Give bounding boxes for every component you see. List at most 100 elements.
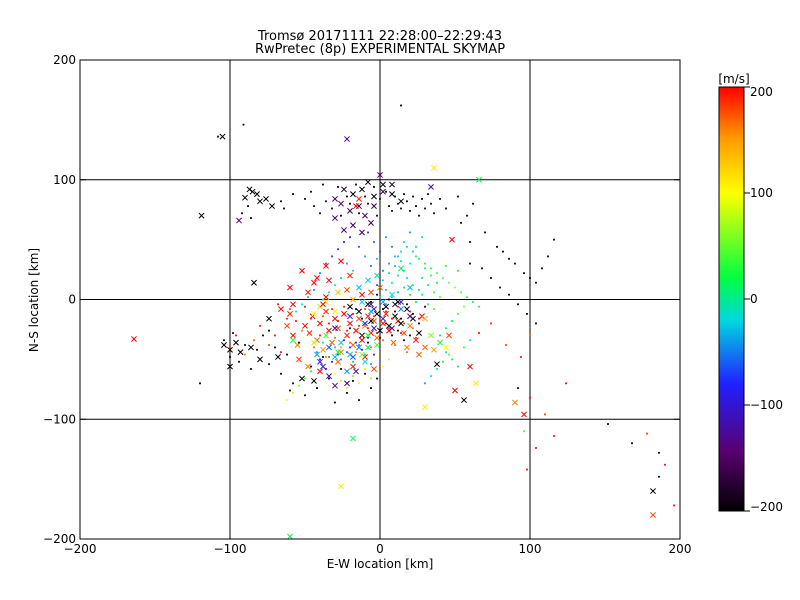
data-point-cross — [332, 315, 338, 322]
data-point-dot — [292, 382, 294, 385]
data-point-dot — [490, 277, 492, 279]
data-point-cross — [365, 344, 371, 351]
data-point-cross — [353, 368, 359, 375]
data-point-cross — [371, 203, 377, 210]
colorbar-tick-label: 100 — [750, 186, 773, 200]
data-point-cross — [332, 308, 338, 315]
data-point-dot — [337, 320, 339, 322]
data-point-dot — [358, 399, 360, 401]
data-point-dot — [331, 308, 333, 310]
data-point-cross — [299, 375, 305, 382]
data-point-cross — [326, 373, 332, 380]
data-point-cross — [398, 306, 404, 313]
data-point-cross — [305, 289, 311, 296]
data-point-dot — [331, 255, 333, 258]
data-point-dot — [286, 399, 288, 401]
colorbar-label: [m/s] — [718, 72, 749, 86]
data-point-dot — [322, 356, 324, 358]
data-point-dot — [412, 195, 414, 198]
data-point-dot — [376, 370, 378, 373]
data-point-dot — [394, 344, 396, 346]
data-point-cross — [362, 322, 368, 329]
data-point-cross — [422, 315, 428, 322]
data-point-dot — [316, 387, 318, 390]
data-point-dot — [502, 250, 504, 253]
data-point-dot — [457, 312, 459, 315]
data-point-dot — [322, 315, 324, 318]
data-point-cross — [422, 404, 428, 411]
data-point-dot — [370, 363, 372, 366]
data-point-dot — [379, 336, 381, 339]
data-point-dot — [673, 504, 675, 507]
data-point-dot — [376, 377, 378, 380]
data-point-dot — [463, 346, 465, 349]
data-point-cross — [335, 358, 341, 365]
data-point-dot — [343, 241, 345, 243]
data-point-dot — [358, 382, 360, 385]
data-point-dot — [307, 296, 309, 299]
data-point-dot — [388, 327, 390, 330]
data-point-dot — [391, 317, 393, 320]
data-point-dot — [280, 372, 282, 375]
y-tick-label: 0 — [68, 293, 76, 307]
data-point-dot — [376, 293, 378, 296]
data-point-dot — [457, 365, 459, 368]
data-point-cross — [407, 313, 413, 320]
data-point-cross — [389, 325, 395, 332]
data-point-cross — [269, 203, 275, 210]
data-point-cross — [353, 203, 359, 210]
data-point-dot — [424, 267, 426, 270]
data-point-dot — [238, 360, 240, 363]
data-point-cross — [374, 272, 380, 279]
data-point-dot — [313, 205, 315, 207]
data-point-dot — [283, 207, 285, 210]
data-point-dot — [301, 303, 303, 306]
data-point-dot — [418, 289, 420, 291]
data-point-cross — [266, 315, 272, 322]
data-point-dot — [325, 356, 327, 358]
data-point-dot — [343, 339, 345, 342]
data-point-dot — [250, 217, 252, 219]
data-point-cross — [353, 327, 359, 334]
data-point-cross — [237, 349, 244, 356]
colorbar-ticks: 200 100 0 −100 −200 — [744, 85, 783, 514]
data-point-dot — [328, 356, 330, 358]
data-point-dot — [469, 241, 471, 243]
data-point-dot — [439, 334, 441, 337]
data-point-cross — [413, 337, 419, 344]
data-point-dot — [406, 351, 408, 354]
data-point-dot — [409, 334, 411, 337]
data-point-cross — [233, 339, 239, 346]
data-point-cross — [404, 306, 410, 313]
data-point-dot — [478, 305, 480, 308]
data-point-dot — [463, 305, 465, 308]
data-point-dot — [484, 231, 486, 234]
data-point-dot — [529, 396, 531, 399]
data-point-dot — [406, 303, 408, 306]
data-point-dot — [250, 368, 252, 370]
data-point-dot — [313, 289, 315, 291]
data-point-dot — [367, 231, 369, 234]
data-point-dot — [445, 351, 447, 354]
data-point-dot — [358, 324, 360, 327]
data-point-dot — [457, 195, 459, 198]
data-point-dot — [295, 320, 297, 322]
data-point-cross — [359, 186, 365, 193]
data-point-dot — [229, 356, 231, 358]
data-point-dot — [319, 272, 321, 275]
data-point-dot — [340, 368, 342, 370]
data-point-dot — [292, 193, 294, 196]
data-point-dot — [460, 291, 462, 294]
data-point-dot — [244, 344, 246, 346]
data-point-dot — [418, 317, 420, 320]
data-point-cross — [461, 397, 467, 404]
data-point-cross — [350, 222, 356, 229]
colorbar — [719, 87, 744, 511]
data-point-cross — [335, 289, 341, 296]
data-point-cross — [221, 342, 227, 348]
data-point-cross — [275, 354, 281, 360]
data-point-dot — [439, 296, 441, 299]
data-point-dot — [319, 334, 321, 337]
data-point-dot — [247, 205, 249, 207]
data-point-cross — [314, 351, 320, 358]
